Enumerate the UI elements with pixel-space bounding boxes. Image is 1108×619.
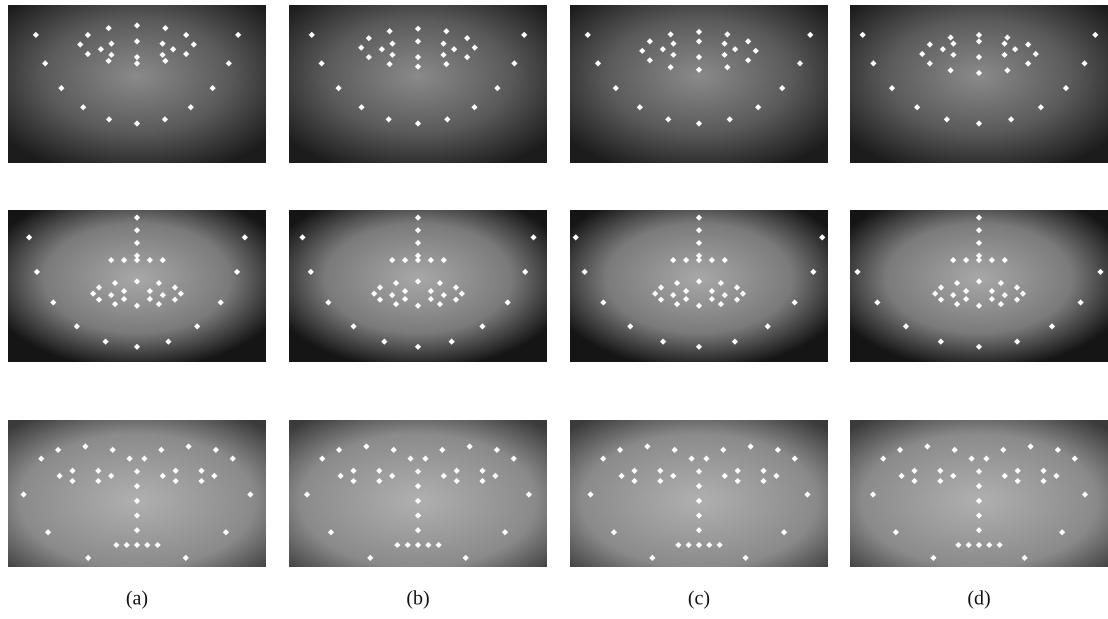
caption: (c): [688, 588, 710, 610]
caption: (a): [126, 588, 148, 610]
face-image: [289, 5, 547, 163]
face-image: [8, 210, 266, 362]
face-image: [570, 5, 828, 163]
photo: [850, 5, 1108, 163]
caption: (b): [406, 588, 429, 610]
face-image: [289, 420, 547, 567]
face-image: [289, 210, 547, 362]
figure: (a) (b) (c) (d): [0, 0, 1108, 619]
face-image: [570, 210, 828, 362]
panel-grid: [8, 5, 1108, 567]
photo: [8, 5, 266, 163]
photo: [570, 5, 828, 163]
face-image: [850, 420, 1108, 567]
face-image: [850, 5, 1108, 163]
face-image: [8, 5, 266, 163]
face-image: [570, 420, 828, 567]
caption: (d): [967, 588, 990, 610]
face-image: [8, 420, 266, 567]
face-image: [850, 210, 1108, 362]
